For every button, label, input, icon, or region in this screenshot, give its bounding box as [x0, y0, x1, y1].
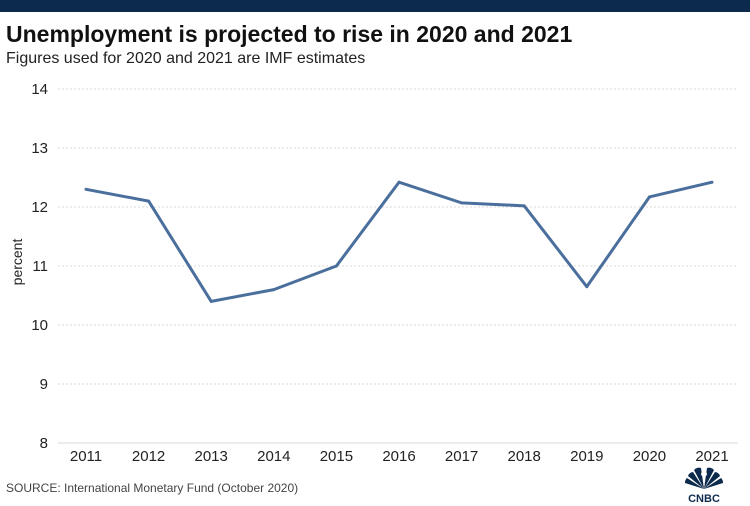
- data-point: [460, 201, 464, 205]
- data-point: [585, 285, 589, 289]
- gridlines: [58, 88, 738, 444]
- data-point: [272, 288, 276, 292]
- x-tick-label: 2021: [695, 448, 728, 465]
- x-tick-label: 2016: [382, 448, 415, 465]
- chart-subtitle: Figures used for 2020 and 2021 are IMF e…: [6, 50, 366, 67]
- source-note: SOURCE: International Monetary Fund (Oct…: [6, 481, 299, 495]
- y-tick-label: 11: [32, 258, 48, 275]
- top-brand-bar: [0, 0, 750, 12]
- data-point: [209, 299, 213, 303]
- data-point: [710, 180, 714, 184]
- y-tick-label: 12: [31, 199, 48, 216]
- data-point: [147, 199, 151, 203]
- x-tick-label: 2017: [445, 448, 478, 465]
- x-tick-label: 2013: [195, 448, 228, 465]
- x-axis-ticks: 2011 2012 2013 2014 2015 2016 2017 2018 2019 2020…: [70, 448, 729, 465]
- data-point: [334, 264, 338, 268]
- x-tick-label: 2012: [132, 448, 165, 465]
- y-tick-label: 10: [31, 317, 48, 334]
- x-tick-label: 2018: [508, 448, 541, 465]
- x-tick-label: 2020: [633, 448, 666, 465]
- x-tick-label: 2015: [320, 448, 353, 465]
- y-tick-label: 13: [31, 140, 48, 157]
- y-tick-label: 9: [40, 376, 48, 393]
- x-tick-label: 2011: [70, 448, 102, 465]
- data-point: [647, 195, 651, 199]
- y-tick-label: 8: [40, 435, 48, 452]
- y-tick-label: 14: [31, 81, 48, 98]
- y-axis-ticks: 8 9 10 11 12 13 14: [31, 81, 48, 452]
- series-line: [85, 180, 713, 303]
- data-point: [397, 180, 401, 184]
- data-point: [84, 187, 88, 191]
- logo-wordmark: CNBC: [688, 493, 720, 504]
- chart-title: Unemployment is projected to rise in 202…: [6, 21, 573, 47]
- cnbc-peacock-logo-icon: CNBC: [684, 467, 724, 504]
- series-group: [84, 180, 714, 303]
- x-tick-label: 2019: [570, 448, 603, 465]
- y-axis-label: percent: [9, 239, 25, 286]
- x-tick-label: 2014: [257, 448, 290, 465]
- data-point: [522, 204, 526, 208]
